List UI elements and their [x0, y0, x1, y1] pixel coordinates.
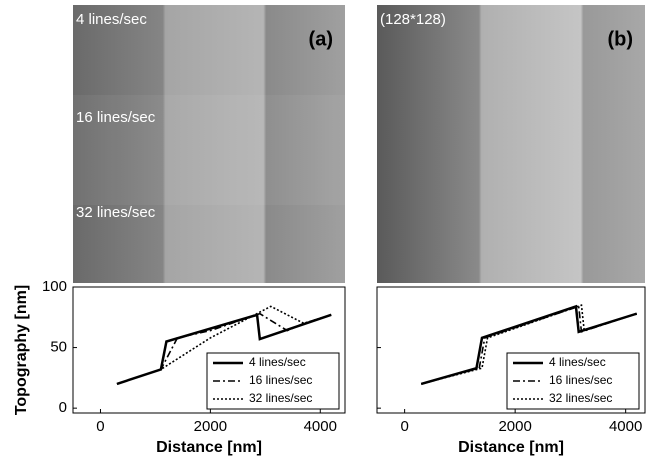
x-axis-label: Distance [nm]: [458, 439, 564, 456]
legend-label: 16 lines/sec: [249, 373, 312, 387]
x-tick-label: 4000: [304, 418, 337, 435]
image-annotation: 16 lines/sec: [76, 109, 156, 126]
image-annotation: (128*128): [380, 11, 446, 28]
data-line: [421, 304, 637, 385]
x-tick-label: 2000: [194, 418, 227, 435]
x-tick-label: 0: [400, 418, 408, 435]
panel-label: (a): [309, 28, 333, 50]
y-tick-label: 100: [42, 278, 67, 295]
afm-image: [73, 5, 345, 283]
data-line: [116, 313, 332, 386]
data-line: [116, 312, 332, 385]
legend-label: 32 lines/sec: [249, 391, 312, 405]
panel-label: (b): [607, 28, 633, 50]
image-annotation: 32 lines/sec: [76, 204, 156, 221]
x-tick-label: 4000: [609, 418, 642, 435]
x-tick-label: 0: [96, 418, 104, 435]
legend-label: 16 lines/sec: [549, 373, 612, 387]
y-tick-label: 0: [59, 399, 67, 416]
x-axis-label: Distance [nm]: [156, 439, 262, 456]
x-tick-label: 2000: [498, 418, 531, 435]
y-axis-label: Topography [nm]: [13, 285, 30, 415]
image-band: [73, 95, 345, 205]
legend-label: 32 lines/sec: [549, 391, 612, 405]
legend-label: 4 lines/sec: [249, 355, 306, 369]
y-tick-label: 50: [50, 339, 67, 356]
afm-image: [377, 5, 645, 283]
image-annotation: 4 lines/sec: [76, 11, 147, 28]
legend-label: 4 lines/sec: [549, 355, 606, 369]
